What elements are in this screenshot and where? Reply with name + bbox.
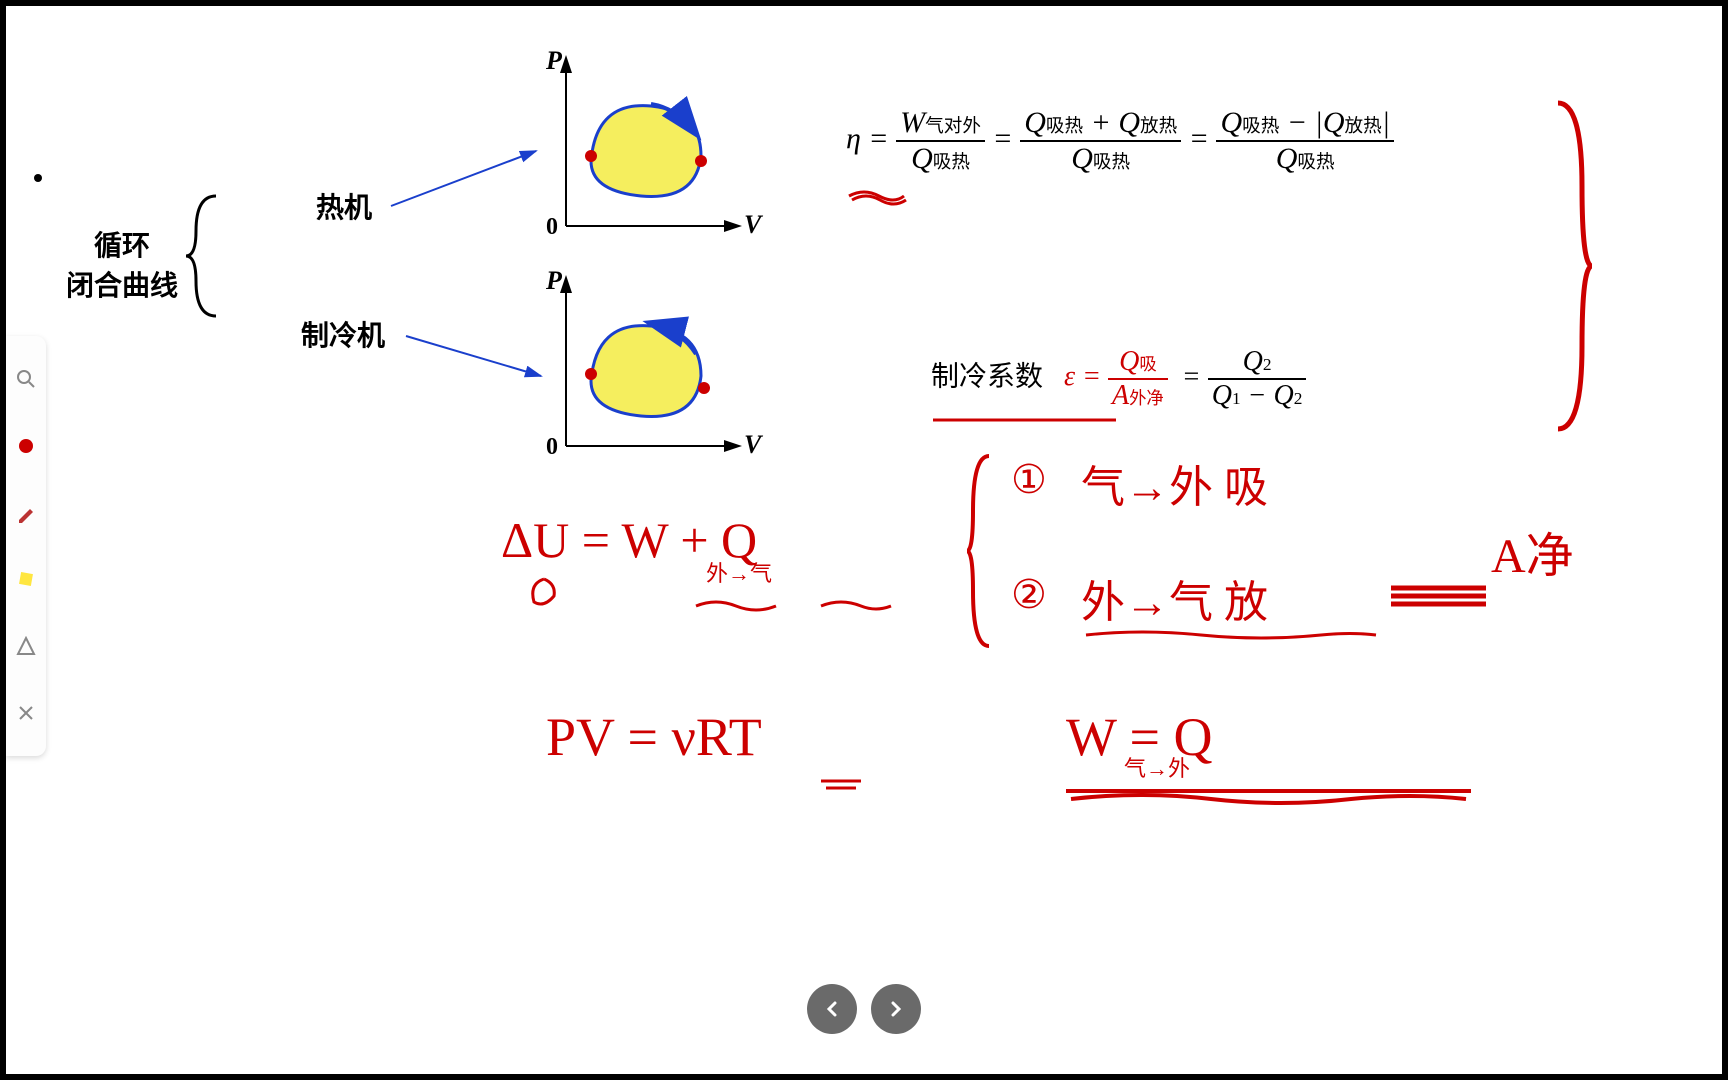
- weqq-underline: [1061, 781, 1481, 811]
- brace-left: [181, 186, 231, 326]
- item2-strikeout: [1386, 576, 1496, 616]
- pen-black-icon[interactable]: [14, 501, 38, 525]
- item2-text: 外→气 放: [1081, 566, 1268, 630]
- eps-frac2: Q2 Q1 − Q2: [1208, 346, 1307, 412]
- pv-bot-0: 0: [546, 434, 558, 461]
- search-icon[interactable]: [14, 367, 38, 391]
- pv-bot-V: V: [744, 430, 761, 460]
- cooling-coefficient-label: 制冷系数: [931, 361, 1043, 392]
- pvnrt-underline: [816, 776, 866, 794]
- dU-circle: [524, 574, 564, 609]
- eps-frac1: Q吸 A外净: [1108, 346, 1168, 412]
- item1-text: 气→外 吸: [1081, 451, 1268, 515]
- w-eq-q-sub: 气→外: [1124, 751, 1190, 783]
- cooling-underline: [931, 414, 1121, 426]
- pen-red-icon[interactable]: [14, 434, 38, 458]
- brace-right: [1546, 91, 1596, 441]
- heat-engine-label: 热机: [316, 186, 372, 226]
- eta-formula: η = W气对外 Q吸热 = Q吸热 + Q放热 Q吸热 = Q吸热 − |Q放…: [846, 106, 1394, 176]
- eta-symbol: η: [846, 122, 861, 155]
- pv-top-P: P: [546, 46, 562, 76]
- next-button[interactable]: [871, 984, 921, 1034]
- epsilon-symbol: ε: [1064, 361, 1075, 392]
- items-bracket: [961, 446, 1001, 656]
- pv-bot-P: P: [546, 266, 562, 296]
- pager: [807, 984, 921, 1034]
- shape-icon[interactable]: [14, 634, 38, 658]
- prev-button[interactable]: [807, 984, 857, 1034]
- arrow-to-top-pv: [381, 136, 561, 226]
- cycle-label-1: 循环: [94, 224, 150, 264]
- toolbar: [6, 336, 46, 756]
- pv-top-V: V: [744, 210, 761, 240]
- pv-nrt: PV = νRT: [546, 706, 762, 768]
- dU-underline1: [691, 596, 781, 616]
- bullet: [34, 174, 42, 182]
- pv-diagram-top: [536, 46, 756, 246]
- refrigerator-label: 制冷机: [301, 314, 385, 354]
- item2-underline: [1081, 626, 1381, 644]
- eta-frac1: W气对外 Q吸热: [896, 106, 985, 176]
- cooling-coefficient: 制冷系数 ε = Q吸 A外净 = Q2 Q1 − Q2: [931, 346, 1306, 412]
- item1-mark: ①: [1011, 456, 1047, 503]
- close-icon[interactable]: [14, 701, 38, 725]
- cycle-label-2: 闭合曲线: [66, 264, 178, 304]
- eta-underline: [844, 186, 914, 206]
- item2-mark: ②: [1011, 571, 1047, 618]
- highlighter-icon[interactable]: [14, 567, 38, 591]
- dU-eq-sub: 外→气: [706, 556, 772, 588]
- eta-frac2: Q吸热 + Q放热 Q吸热: [1020, 106, 1181, 176]
- eta-frac3: Q吸热 − |Q放热| Q吸热: [1216, 106, 1394, 176]
- pv-diagram-bottom: [536, 266, 756, 466]
- dU-underline2: [816, 596, 896, 616]
- pv-top-0: 0: [546, 214, 558, 241]
- A-note: A净: [1491, 516, 1574, 586]
